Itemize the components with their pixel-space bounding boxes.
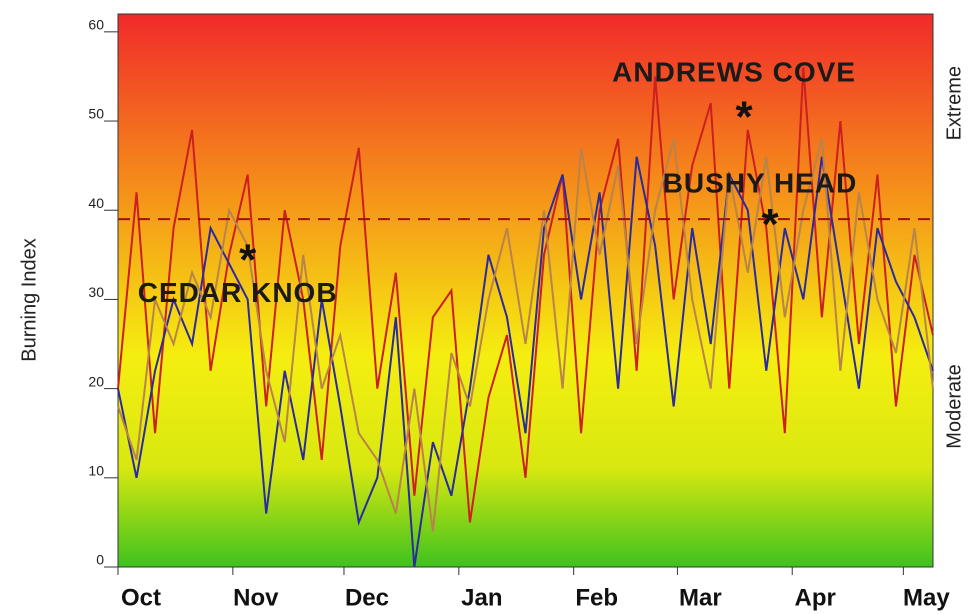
x-tick-label: Dec	[345, 584, 389, 611]
y-tick-label: 20	[88, 373, 104, 389]
annotation-label: CEDAR KNOB	[138, 277, 338, 308]
y-tick-label: 0	[96, 552, 104, 568]
x-tick-label: Feb	[575, 584, 618, 611]
annotation-label: ANDREWS COVE	[612, 57, 856, 88]
y-tick-label: 60	[88, 17, 104, 33]
star-marker: *	[761, 200, 779, 249]
x-tick-label: Apr	[795, 584, 836, 611]
y-axis-label: Burning Index	[18, 238, 40, 361]
right-label: Extreme	[943, 66, 965, 140]
right-label: Moderate	[943, 364, 965, 449]
x-tick-label: Mar	[679, 584, 722, 611]
x-tick-label: Oct	[121, 584, 161, 611]
star-marker: *	[239, 235, 257, 284]
x-tick-label: Jan	[461, 584, 502, 611]
series-line	[117, 138, 934, 532]
star-marker: *	[736, 93, 754, 142]
y-tick-label: 40	[88, 195, 104, 211]
y-tick-label: 50	[88, 106, 104, 122]
series-line	[117, 67, 934, 523]
series-line	[117, 156, 934, 568]
x-tick-label: May	[903, 584, 950, 611]
y-tick-label: 10	[88, 463, 104, 479]
y-tick-label: 30	[88, 284, 104, 300]
annotation-label: BUSHY HEAD	[663, 168, 858, 199]
x-tick-label: Nov	[233, 584, 279, 611]
